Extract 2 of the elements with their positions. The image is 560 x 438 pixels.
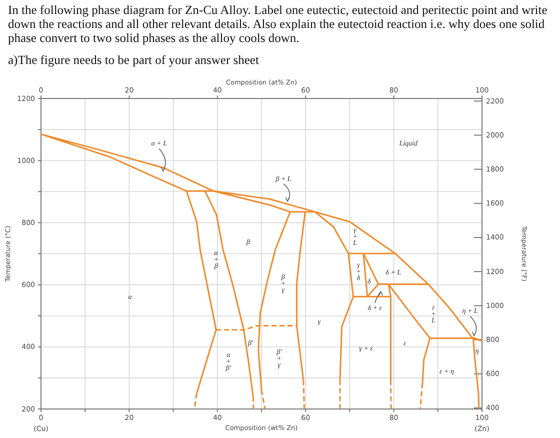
chart-title: In the following phase diagram for Zn-Cu Alloy. Label one eutectic, eutectoid and peritectic point and write down the reactions and all other relevant details. Also explain the eutectoid reaction i.e. why does one solid phase convert to two solid phases as the alloy cools down.	[8, 3, 548, 45]
chart-subtitle: a)The figure needs to be part of your answer sheet	[8, 53, 260, 67]
